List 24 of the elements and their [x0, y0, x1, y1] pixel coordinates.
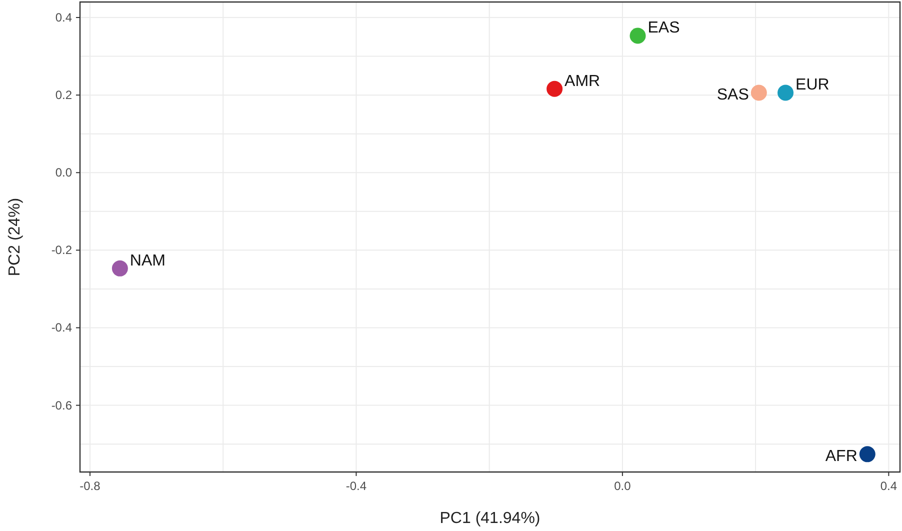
x-tick-label: -0.4 — [346, 479, 367, 493]
series-label: SAS — [716, 86, 749, 104]
series-label: EUR — [796, 76, 830, 94]
y-tick-label: -0.6 — [51, 398, 72, 412]
point — [859, 446, 876, 462]
series-label: AFR — [825, 448, 858, 466]
point — [750, 84, 767, 101]
x-tick-label: 0.0 — [614, 479, 632, 493]
point — [630, 28, 646, 44]
series-label: NAM — [130, 252, 166, 270]
y-tick-label: 0.2 — [55, 88, 72, 102]
y-tick-label: 0.4 — [55, 10, 72, 25]
y-axis-title: PC2 (24%) — [6, 198, 24, 276]
point — [112, 260, 128, 276]
y-tick-label: -0.4 — [51, 320, 72, 335]
series-label: AMR — [564, 72, 600, 90]
point — [778, 84, 794, 101]
y-tick-label: 0.0 — [55, 166, 72, 180]
x-tick-label: 0.4 — [880, 479, 898, 493]
x-axis-title: PC1 (41.94%) — [440, 510, 540, 527]
point — [546, 80, 563, 97]
series-label: EAS — [648, 20, 680, 37]
y-tick-label: -0.2 — [51, 243, 72, 258]
x-tick-label: -0.8 — [80, 479, 101, 493]
